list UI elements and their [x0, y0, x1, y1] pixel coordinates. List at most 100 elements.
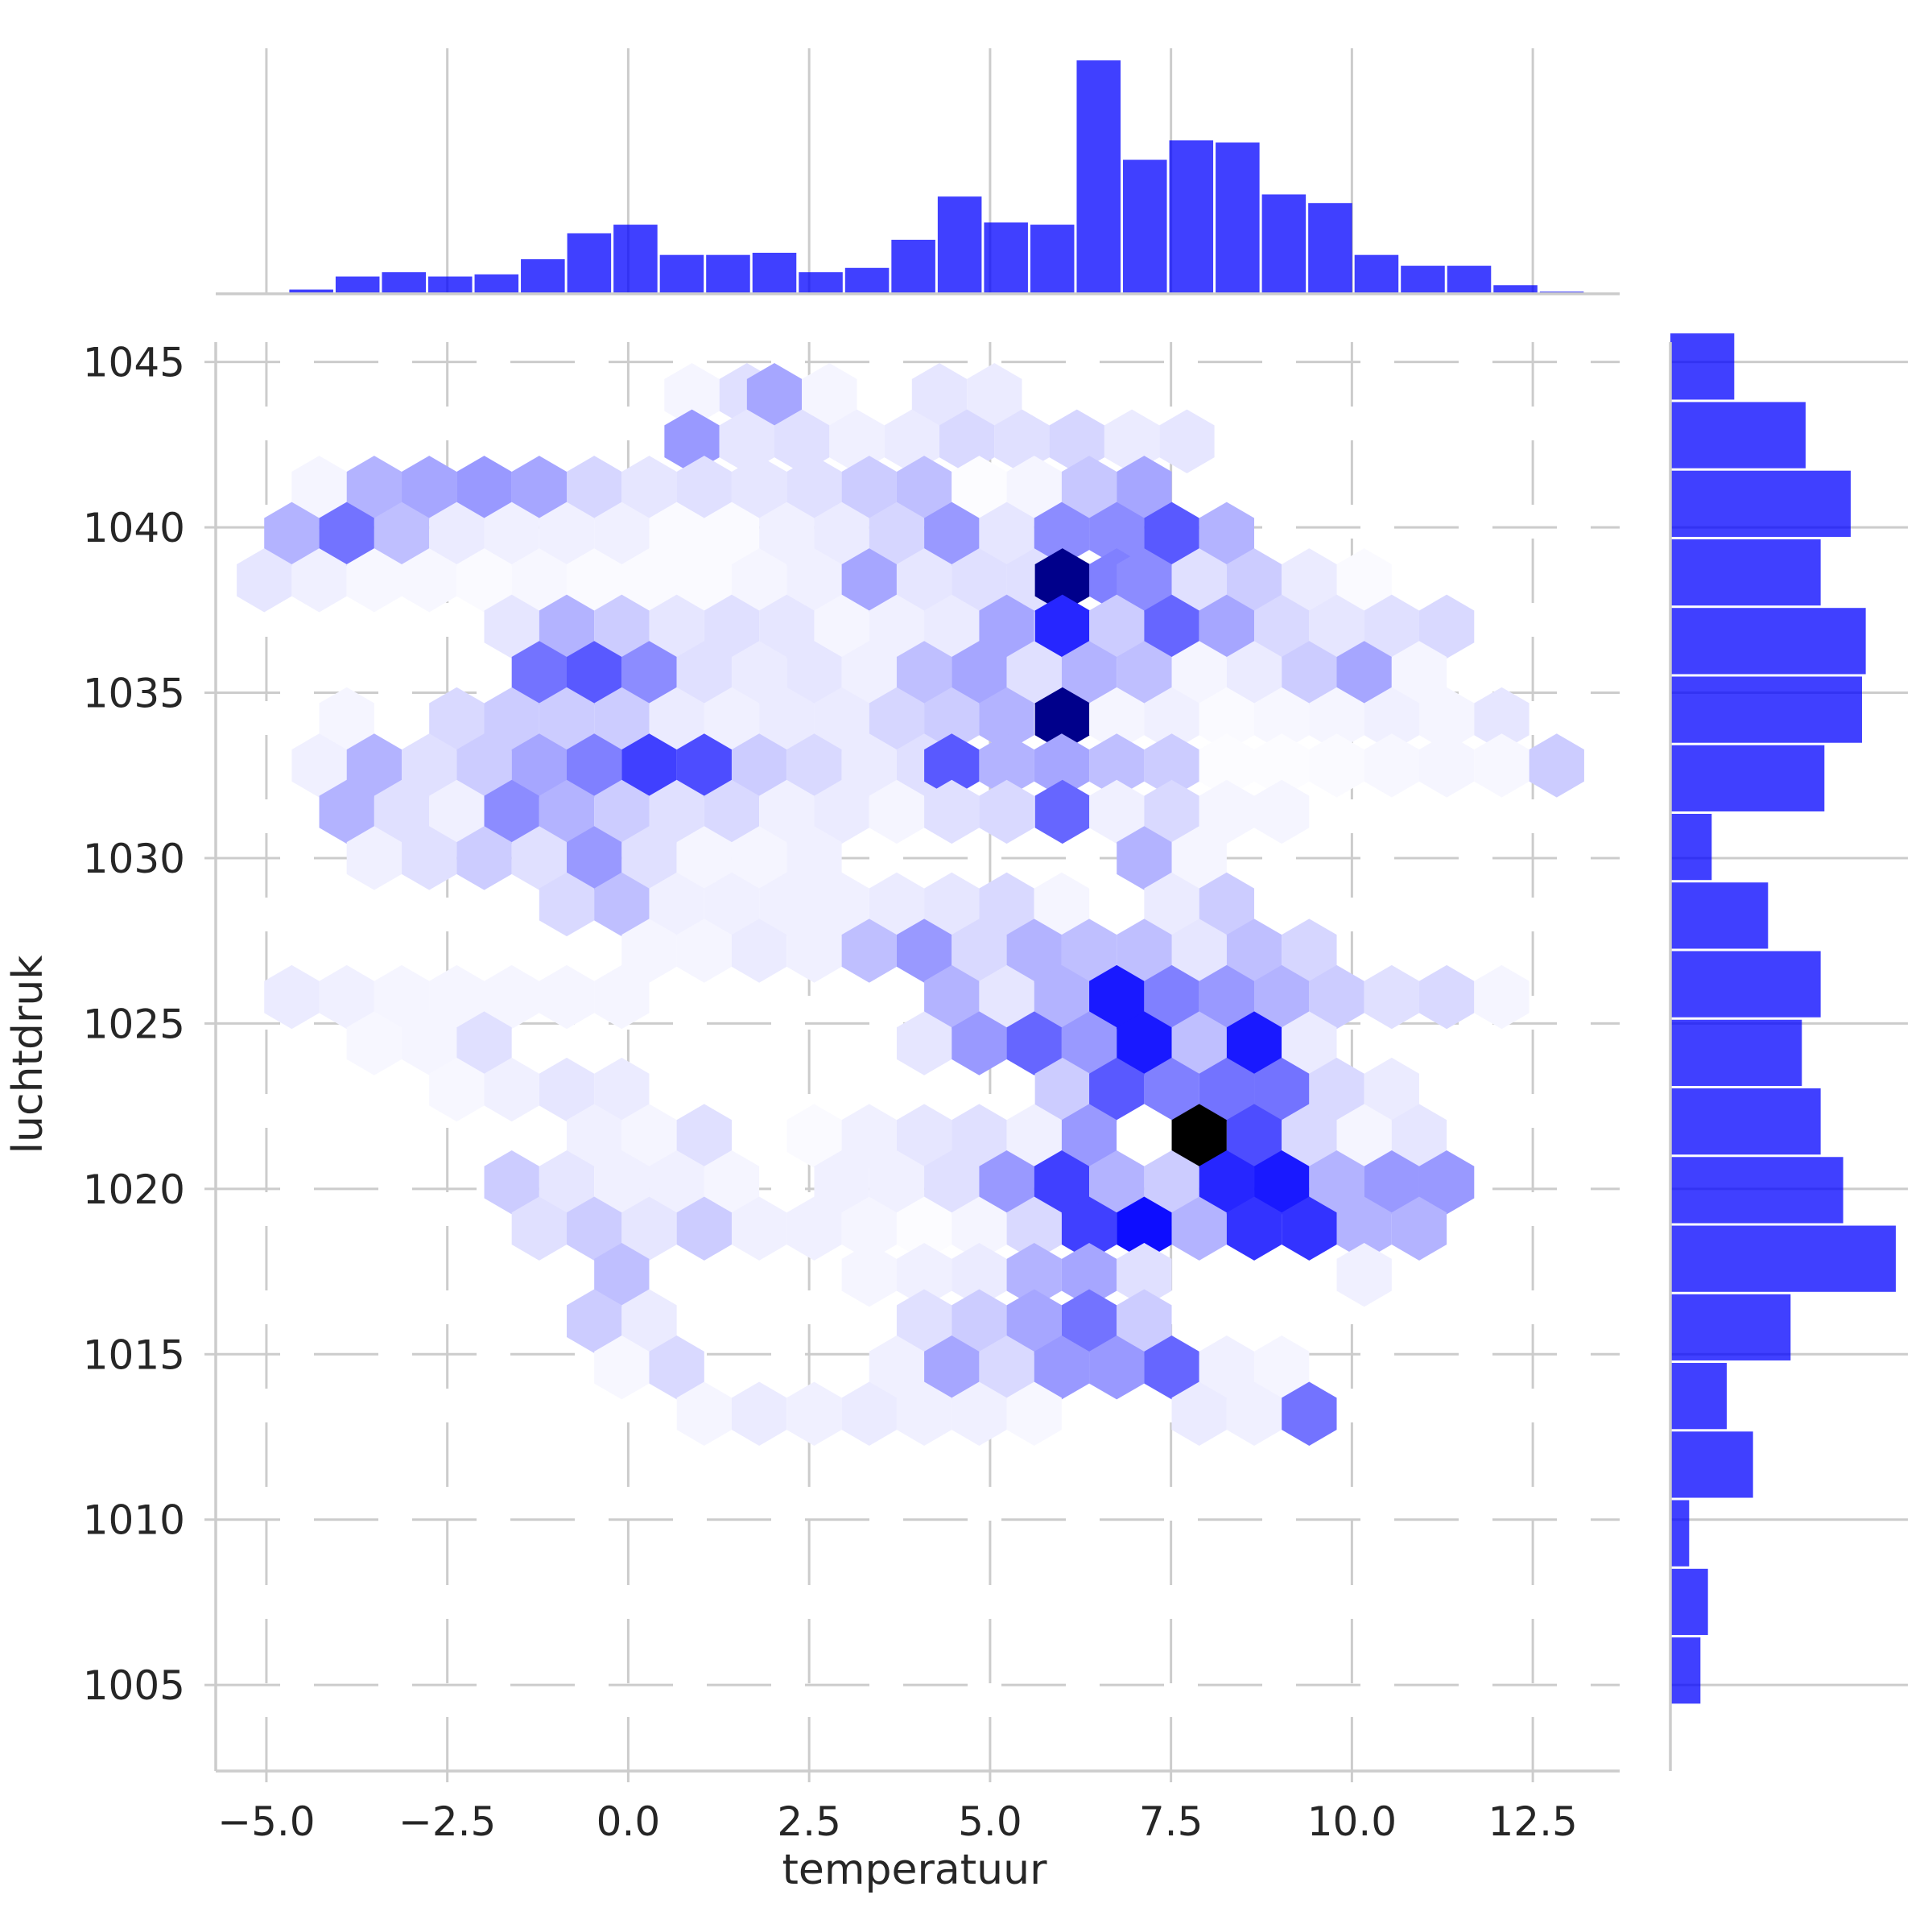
hexbin-cell	[731, 826, 787, 890]
hexbin-cell	[896, 548, 952, 613]
hexbin-cell	[346, 1011, 402, 1075]
hexbin-cell	[1006, 919, 1062, 983]
top-marginal-histogram	[216, 48, 1620, 295]
hexbin-cell	[319, 687, 374, 752]
hexbin-cell	[1089, 733, 1145, 798]
hexbin-cell	[841, 548, 897, 613]
hexbin-cell	[1391, 641, 1447, 705]
hexbin-cell	[759, 687, 815, 752]
hexbin-cell	[1418, 964, 1475, 1030]
hexbin-cell	[567, 1104, 622, 1168]
hexbin-cell	[346, 456, 402, 520]
hexbin-cell	[952, 1381, 1007, 1446]
hexbin-cell	[456, 826, 512, 890]
hexbin-cell	[1034, 872, 1090, 937]
hexbin-cell	[676, 641, 732, 705]
hexbin-cell	[1336, 1196, 1392, 1261]
hexbin-cell	[1144, 502, 1199, 567]
right-hist-bar	[1670, 1568, 1708, 1636]
hexbin-cell	[967, 363, 1022, 427]
right-hist-bar	[1670, 539, 1821, 606]
x-tick-label: 7.5	[1139, 1798, 1203, 1845]
top-hist-bar	[521, 259, 565, 294]
right-hist-bar	[1670, 402, 1806, 469]
hexbin-cell	[952, 641, 1007, 705]
hexbin-cell	[484, 502, 539, 567]
hexbin-cell	[539, 1150, 595, 1215]
right-hist-bar	[1670, 1363, 1727, 1430]
hexbin-cell	[896, 1381, 952, 1446]
hexbin-cell	[1364, 1057, 1419, 1122]
hexbin-cell	[429, 779, 485, 844]
hexbin-cell	[924, 502, 980, 567]
hexbin-cell	[1089, 594, 1145, 659]
x-tick-label: 0.0	[597, 1798, 661, 1845]
hexbin-cell	[841, 1196, 897, 1261]
hexbin-layer	[237, 363, 1584, 1446]
hexbin-cell	[1418, 594, 1475, 659]
hexbin-cell	[649, 594, 704, 659]
hexbin-cell	[484, 1057, 539, 1122]
hexbin-cell	[759, 594, 815, 659]
hexbin-cell	[1144, 872, 1199, 937]
hexbin-cell	[786, 826, 842, 890]
hexbin-cell	[621, 826, 677, 890]
hexbin-cell	[1006, 456, 1062, 520]
hexbin-cell	[952, 1104, 1007, 1168]
hexbin-cell	[896, 1196, 952, 1261]
hexbin-cell	[621, 548, 677, 613]
hexbin-cell	[664, 363, 720, 427]
hexbin-cell	[1199, 1335, 1255, 1400]
hexbin-cell	[1199, 502, 1255, 567]
hexbin-cell	[979, 1150, 1034, 1215]
top-hist-bar	[613, 225, 658, 294]
hexbin-cell	[1061, 1289, 1117, 1353]
hexbin-cell	[649, 1150, 704, 1215]
hexbin-cell	[814, 502, 869, 567]
hexbin-cell	[1117, 826, 1172, 890]
x-tick-label: 12.5	[1488, 1798, 1577, 1845]
hexbin-cell	[1034, 502, 1090, 567]
hexbin-cell	[429, 687, 485, 752]
hexbin-cell	[594, 872, 650, 937]
hexbin-cell	[429, 1057, 485, 1122]
hexbin-cell	[896, 1011, 952, 1075]
hexbin-cell	[814, 872, 869, 937]
hexbin-cell	[1034, 733, 1090, 798]
top-hist-bar	[706, 254, 750, 294]
hexbin-cell	[786, 456, 842, 520]
hexbin-cell	[1061, 641, 1117, 705]
x-tick-label: −2.5	[398, 1798, 496, 1845]
hexbin-cell	[869, 1150, 925, 1215]
hexbin-cell	[567, 456, 622, 520]
hexbin-cell	[346, 733, 402, 798]
hexbin-cell	[814, 594, 869, 659]
x-axis-label: temperatuur	[782, 1846, 1048, 1894]
hexbin-cell	[731, 641, 787, 705]
right-hist-bar	[1670, 470, 1851, 537]
hexbin-cell	[1034, 594, 1090, 659]
hexbin-cell	[1336, 1104, 1392, 1168]
hexbin-cell	[621, 641, 677, 705]
hexbin-cell	[676, 456, 732, 520]
hexbin-cell	[1006, 641, 1062, 705]
right-hist-bar	[1670, 882, 1769, 949]
hexbin-cell	[911, 363, 968, 427]
hexbin-cell	[841, 456, 897, 520]
hexbin-cell	[1254, 1150, 1310, 1215]
top-hist-bar	[1261, 194, 1307, 294]
hexbin-cell	[594, 1242, 650, 1307]
hexbin-cell	[924, 779, 980, 844]
hexbin-cell	[841, 919, 897, 983]
hexbin-cell	[1117, 919, 1172, 983]
hexbin-cell	[567, 733, 622, 798]
hexbin-cell	[1117, 456, 1172, 520]
hexbin-cell	[621, 456, 677, 520]
hexbin-cell	[539, 964, 595, 1030]
hexbin-cell	[374, 502, 430, 567]
hexbin-cell	[539, 502, 595, 567]
y-tick-label: 1020	[83, 1166, 185, 1213]
hexbin-cell	[1226, 1104, 1282, 1168]
hexbin-cell	[1226, 641, 1282, 705]
hexbin-cell	[264, 502, 320, 567]
